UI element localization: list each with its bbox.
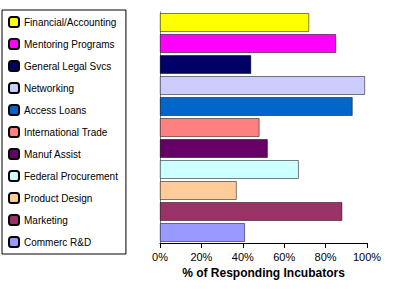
svg-text:100%: 100% [353,251,381,263]
svg-text:60%: 60% [273,251,295,263]
svg-text:International Trade: International Trade [24,127,108,138]
svg-text:Manuf Assist: Manuf Assist [24,149,81,160]
svg-text:Commerc R&D: Commerc R&D [24,237,91,248]
svg-text:Financial/Accounting: Financial/Accounting [24,17,116,28]
svg-text:Federal Procurement: Federal Procurement [24,171,118,182]
svg-text:Mentoring Programs: Mentoring Programs [24,39,115,50]
svg-text:Marketing: Marketing [24,215,68,226]
svg-text:Access Loans: Access Loans [24,105,86,116]
svg-text:80%: 80% [315,251,337,263]
svg-text:40%: 40% [232,251,254,263]
svg-text:Product Design: Product Design [24,193,92,204]
svg-text:General Legal Svcs: General Legal Svcs [24,61,111,72]
svg-text:% of Responding Incubators: % of Responding Incubators [182,266,345,280]
svg-text:Networking: Networking [24,83,74,94]
svg-text:20%: 20% [190,251,212,263]
svg-text:0%: 0% [152,251,168,263]
